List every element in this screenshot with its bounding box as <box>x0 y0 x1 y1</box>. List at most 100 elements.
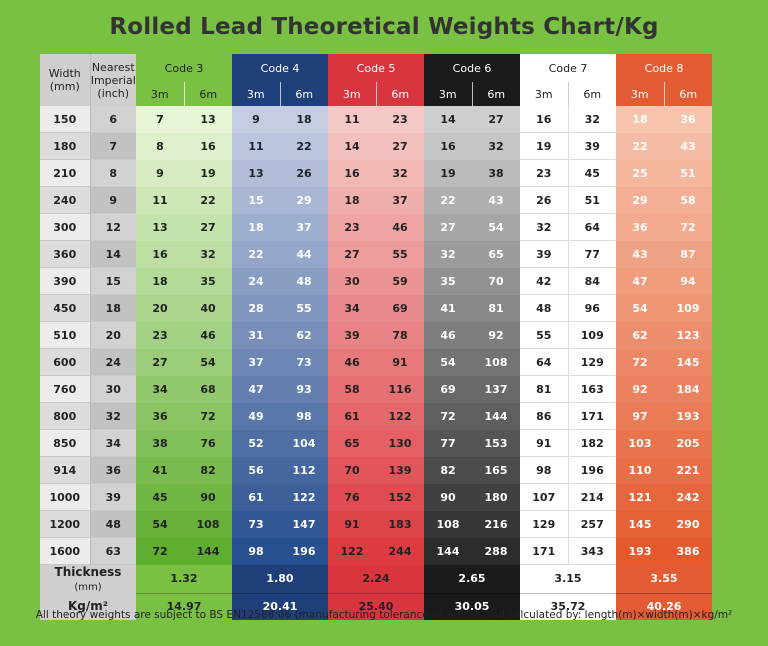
code3-6m-cell: 76 <box>184 429 232 457</box>
code3-6m-cell: 144 <box>184 537 232 565</box>
code6-6m-cell: 81 <box>472 294 520 322</box>
code6-3m-cell: 77 <box>424 429 472 457</box>
code4-3m-header: 3m <box>232 82 280 106</box>
code5-3m-cell: 46 <box>328 348 376 376</box>
code6-3m-cell: 46 <box>424 321 472 349</box>
imperial-cell: 8 <box>90 159 136 187</box>
thickness-code7-value: 3.15 <box>520 564 616 593</box>
code3-6m-cell: 90 <box>184 483 232 511</box>
code4-6m-cell: 122 <box>280 483 328 511</box>
width-cell: 1600 <box>40 537 91 565</box>
width-cell: 800 <box>40 402 91 430</box>
code3-6m-cell: 54 <box>184 348 232 376</box>
kgm-code6-value: 30.05 <box>424 592 520 620</box>
code8-6m-cell: 123 <box>664 321 712 349</box>
code6-3m-cell: 16 <box>424 132 472 160</box>
code8-3m-cell: 97 <box>616 402 664 430</box>
code3-6m-cell: 108 <box>184 510 232 538</box>
table-row: 210 8 9 19 13 26 16 32 19 38 23 45 25 51 <box>40 159 712 187</box>
code4-3m-cell: 24 <box>232 267 280 295</box>
code8-3m-cell: 29 <box>616 186 664 214</box>
table-row: 390 15 18 35 24 48 30 59 35 70 42 84 47 94 <box>40 267 712 295</box>
code6-3m-cell: 32 <box>424 240 472 268</box>
code5-3m-cell: 34 <box>328 294 376 322</box>
code6-6m-cell: 70 <box>472 267 520 295</box>
code4-3m-cell: 37 <box>232 348 280 376</box>
code4-6m-cell: 18 <box>280 106 328 133</box>
width-cell: 210 <box>40 159 91 187</box>
code5-3m-cell: 76 <box>328 483 376 511</box>
code8-3m-cell: 43 <box>616 240 664 268</box>
thickness-code4-value: 1.80 <box>232 564 328 593</box>
code6-3m-cell: 144 <box>424 537 472 565</box>
thickness-code5-value: 2.24 <box>328 564 424 593</box>
table-row: 180 7 8 16 11 22 14 27 16 32 19 39 22 43 <box>40 132 712 160</box>
code6-6m-cell: 43 <box>472 186 520 214</box>
code4-3m-cell: 47 <box>232 375 280 403</box>
code3-3m-cell: 13 <box>136 213 184 241</box>
code4-6m-cell: 29 <box>280 186 328 214</box>
code7-6m-cell: 109 <box>567 321 616 349</box>
code3-3m-cell: 38 <box>136 429 184 457</box>
code8-6m-cell: 221 <box>664 456 712 484</box>
width-cell: 600 <box>40 348 91 376</box>
code6-header: Code 6 <box>424 54 520 82</box>
code5-3m-cell: 39 <box>328 321 376 349</box>
code5-3m-cell: 70 <box>328 456 376 484</box>
thickness-code8-value: 3.55 <box>616 564 712 593</box>
page-title: Rolled Lead Theoretical Weights Chart/Kg <box>109 14 659 40</box>
code5-3m-cell: 65 <box>328 429 376 457</box>
code3-6m-cell: 13 <box>184 106 232 133</box>
code7-3m-cell: 19 <box>520 132 568 160</box>
code6-3m-cell: 14 <box>424 106 472 133</box>
code6-3m-cell: 54 <box>424 348 472 376</box>
code5-6m-cell: 130 <box>376 429 424 457</box>
width-cell: 180 <box>40 132 91 160</box>
imperial-cell: 30 <box>90 375 136 403</box>
code4-6m-cell: 98 <box>280 402 328 430</box>
code8-3m-cell: 121 <box>616 483 664 511</box>
table-row: 150 6 7 13 9 18 11 23 14 27 16 32 18 36 <box>40 106 712 133</box>
code7-3m-cell: 107 <box>520 483 568 511</box>
width-cell: 1200 <box>40 510 91 538</box>
table-row: 914 36 41 82 56 112 70 139 82 165 98 196 110 221 <box>40 456 712 484</box>
code6-6m-cell: 27 <box>472 106 520 133</box>
code3-3m-cell: 16 <box>136 240 184 268</box>
code3-6m-cell: 46 <box>184 321 232 349</box>
code7-header: Code 7 <box>520 54 616 82</box>
imperial-cell: 20 <box>90 321 136 349</box>
code7-6m-cell: 51 <box>567 186 616 214</box>
code7-6m-cell: 182 <box>567 429 616 457</box>
code4-3m-cell: 52 <box>232 429 280 457</box>
code4-3m-cell: 73 <box>232 510 280 538</box>
code8-6m-cell: 51 <box>664 159 712 187</box>
code6-3m-cell: 19 <box>424 159 472 187</box>
code3-3m-cell: 11 <box>136 186 184 214</box>
code3-6m-cell: 35 <box>184 267 232 295</box>
code5-6m-cell: 244 <box>376 537 424 565</box>
table-row: 300 12 13 27 18 37 23 46 27 54 32 64 36 72 <box>40 213 712 241</box>
code5-header: Code 5 <box>328 54 424 82</box>
width-cell: 240 <box>40 186 91 214</box>
table-row: 850 34 38 76 52 104 65 130 77 153 91 182 103 205 <box>40 429 712 457</box>
code5-6m-cell: 46 <box>376 213 424 241</box>
code8-3m-cell: 36 <box>616 213 664 241</box>
code8-6m-cell: 94 <box>664 267 712 295</box>
code7-6m-cell: 257 <box>567 510 616 538</box>
code3-3m-cell: 45 <box>136 483 184 511</box>
code4-3m-cell: 49 <box>232 402 280 430</box>
code8-3m-cell: 110 <box>616 456 664 484</box>
imperial-cell: 24 <box>90 348 136 376</box>
code7-6m-cell: 214 <box>567 483 616 511</box>
imperial-cell: 9 <box>90 186 136 214</box>
code5-6m-cell: 69 <box>376 294 424 322</box>
code3-6m-cell: 22 <box>184 186 232 214</box>
code4-3m-cell: 22 <box>232 240 280 268</box>
code8-6m-cell: 72 <box>664 213 712 241</box>
code7-6m-cell: 45 <box>567 159 616 187</box>
code5-3m-cell: 91 <box>328 510 376 538</box>
code7-3m-cell: 16 <box>520 106 568 133</box>
code6-6m-cell: 54 <box>472 213 520 241</box>
weights-table: Width (mm) Nearest Imperial (inch) Code … <box>40 54 712 620</box>
code6-3m-cell: 41 <box>424 294 472 322</box>
